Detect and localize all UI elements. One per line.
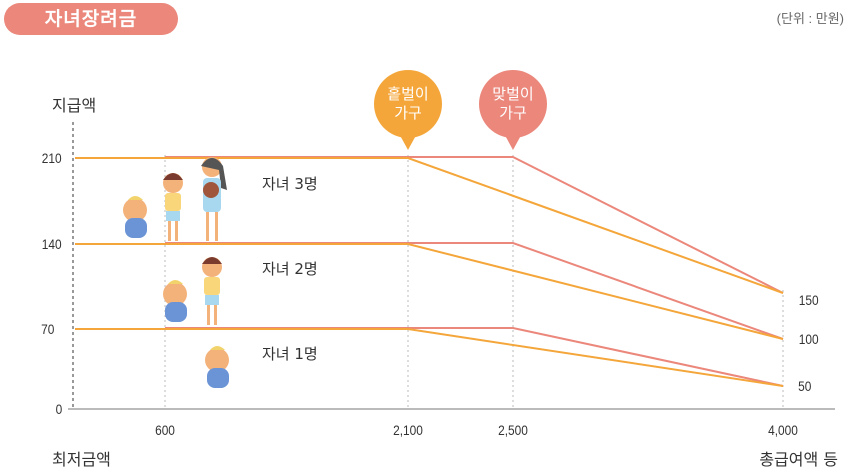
x-tick-2100: 2,100: [393, 422, 423, 438]
x-tick-600: 600: [155, 422, 175, 438]
line-dual-3: [165, 156, 784, 294]
line-dual-2: [165, 242, 784, 340]
baby-illustration-3: [123, 196, 147, 238]
dual-income-line2: 가구: [499, 104, 527, 122]
baby-illustration-1: [205, 346, 229, 388]
end-value-150: 150: [798, 292, 819, 308]
single-income-line1: 홑벌이: [387, 85, 429, 103]
dual-income-bubble: 맞벌이 가구: [479, 70, 547, 138]
y-tick-210: 210: [41, 150, 62, 166]
y-axis-label: 지급액: [52, 96, 97, 115]
boy-illustration-2: [202, 257, 222, 325]
line-single-3: [75, 157, 784, 294]
baby-illustration-2: [163, 280, 187, 322]
unit-label: (단위 : 만원): [776, 11, 844, 26]
series-label-2-children: 자녀 2명: [262, 260, 318, 278]
line-single-1: [75, 328, 784, 387]
y-tick-0: 0: [55, 401, 63, 417]
y-tick-70: 70: [41, 321, 55, 337]
boy-illustration-3: [163, 173, 183, 241]
line-single-2: [75, 243, 784, 340]
girl-illustration: [201, 157, 227, 241]
chart-title-badge: 자녀장려금: [4, 3, 178, 35]
single-income-bubble: 홑벌이 가구: [374, 70, 442, 138]
x-tick-2500: 2,500: [498, 422, 528, 438]
end-value-50: 50: [798, 378, 812, 394]
y-tick-140: 140: [41, 236, 62, 252]
line-dual-1: [165, 327, 784, 387]
single-income-line2: 가구: [394, 104, 422, 122]
dual-income-line1: 맞벌이: [492, 85, 534, 103]
end-value-100: 100: [798, 331, 819, 347]
x-axis-min-label: 최저금액: [52, 450, 111, 469]
series-label-3-children: 자녀 3명: [262, 175, 318, 193]
x-tick-4000: 4,000: [768, 422, 798, 438]
series-label-1-child: 자녀 1명: [262, 345, 318, 363]
x-axis-label: 총급여액 등: [759, 450, 838, 469]
